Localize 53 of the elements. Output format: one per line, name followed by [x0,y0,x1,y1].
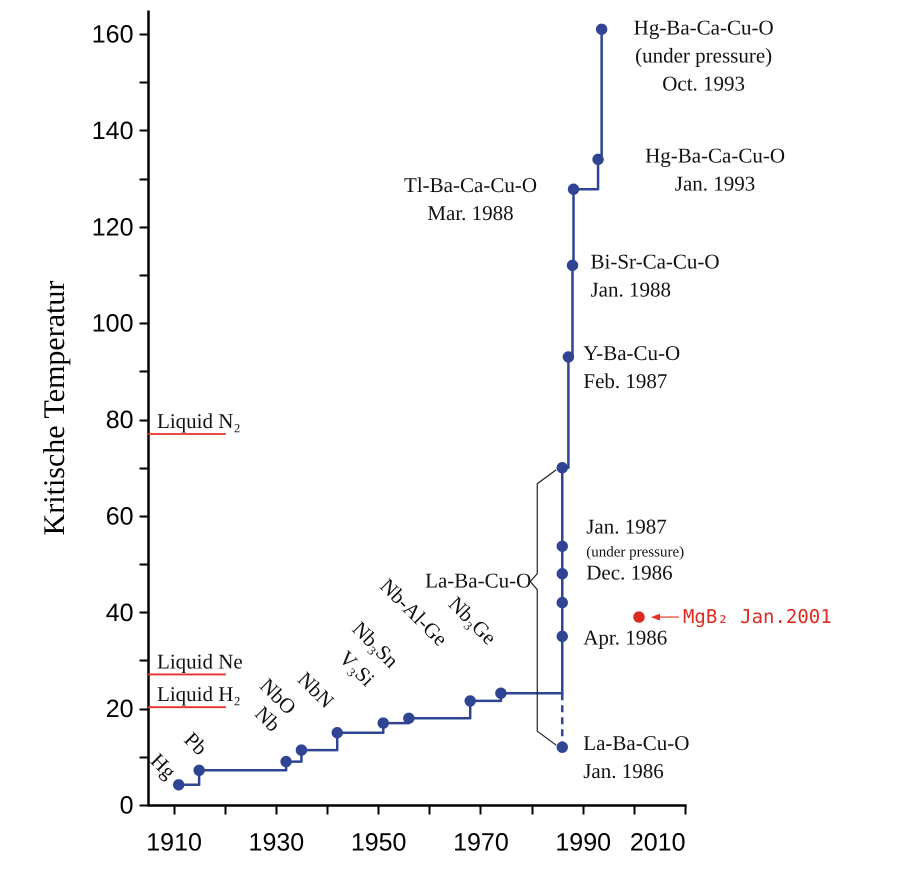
x-tick-label: 1950 [350,828,406,856]
annotation: (under pressure) [586,544,684,560]
annotation: Tl-Ba-Ca-Cu-O Mar. 1988 [404,173,537,226]
annotation: Jan. 1987 [586,514,667,538]
point [172,779,184,790]
point [280,756,292,768]
point [596,24,608,35]
point [296,744,308,756]
ref-line-label: Liquid H₂ [157,682,241,706]
point [568,184,580,195]
x-tick-label: 1930 [248,828,304,856]
x-tick-label: 2010 [630,828,686,856]
ref-line-label: Liquid Ne [157,649,243,674]
annotation: Hg-Ba-Ca-Cu-O (under pressure) Oct. 1993 [634,15,774,96]
annotation: Dec. 1986 [586,560,673,585]
point [556,462,568,474]
annotation: Bi-Sr-Ca-Cu-O Jan. 1988 [590,249,720,302]
x-tick-label: 1970 [453,828,509,856]
annotation: Pb [180,727,212,760]
point [556,596,568,608]
annotation: Apr. 1986 [583,625,668,650]
point [556,568,568,580]
point [332,727,343,738]
annotation: La-Ba-Cu-O Jan. 1986 [583,731,690,784]
point [556,540,568,552]
annotation: Y-Ba-Cu-O Feb. 1987 [583,340,680,393]
y-axis-title: Kritische Temperatur [38,280,71,536]
annotation: Hg-Ba-Ca-Cu-O Jan. 1993 [645,143,786,196]
y-tick-label: 80 [106,406,134,434]
y-tick-label: 0 [120,792,134,820]
y-tick-label: 20 [106,695,134,724]
y-tick-label: 140 [92,116,134,145]
point [562,351,574,363]
y-tick-label: 40 [106,598,134,627]
ref-line-label: Liquid N₂ [157,409,241,433]
point [193,764,205,776]
point [495,688,507,699]
y-tick-label: 120 [92,213,134,242]
point [633,611,645,623]
point [556,741,568,753]
point [556,630,568,642]
point [566,260,578,272]
annotation: MgB₂ Jan.2001 [682,606,832,628]
x-tick-label: 1990 [555,828,612,856]
y-tick-label: 160 [92,20,134,49]
point [403,712,415,724]
y-tick-label: 100 [92,310,134,338]
point [464,695,476,707]
y-tick-label: 60 [106,502,134,530]
point [378,717,389,729]
x-tick-label: 1910 [146,828,202,856]
point [592,154,604,166]
annotation: Hg [146,748,182,784]
